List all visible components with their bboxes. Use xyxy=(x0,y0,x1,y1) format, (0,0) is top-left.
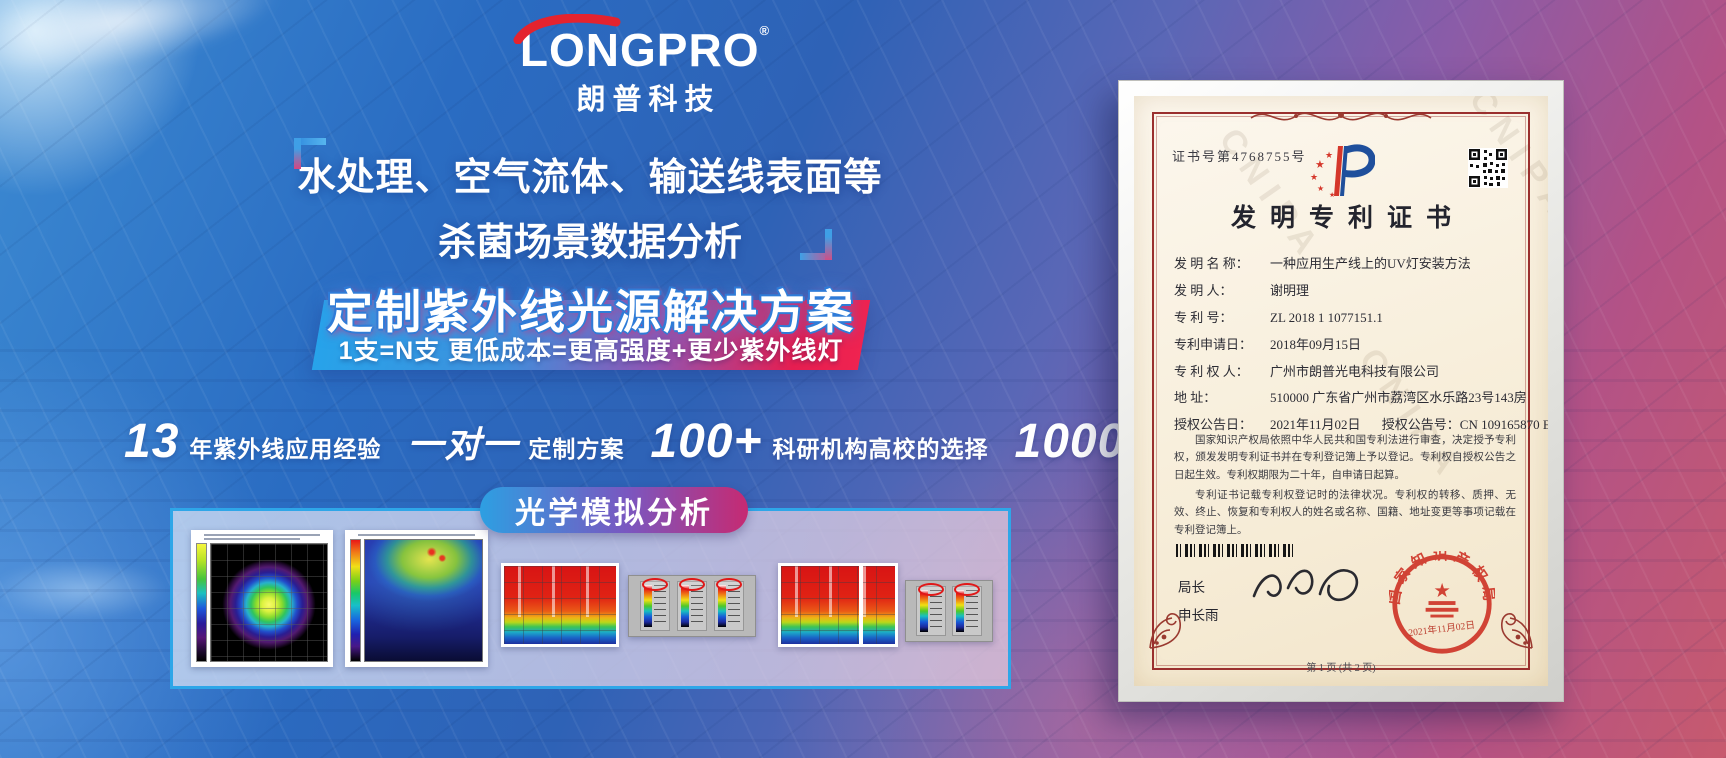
headline: 水处理、空气流体、输送线表面等 杀菌场景数据分析 xyxy=(290,138,890,266)
field-label: 发 明 名 称： xyxy=(1174,256,1249,271)
simulation-image-irradiance-noisy xyxy=(345,530,488,667)
official-red-seal: 国家知识产权局 ★ 2021年11月02日 xyxy=(1389,551,1492,654)
simulation-image-legend-panel-3 xyxy=(628,575,756,637)
stat-value: 13 xyxy=(124,415,180,468)
commissioner-block: 局长 申长雨 xyxy=(1178,574,1219,631)
cnipa-logo: ★ ★ ★ ★ ★ xyxy=(1310,144,1375,199)
field-label: 授权公告日： xyxy=(1174,417,1253,433)
colorbar xyxy=(350,539,361,662)
stat-value: 100+ xyxy=(650,415,763,468)
irradiance-plot xyxy=(210,543,328,662)
lens-flare xyxy=(0,0,286,94)
highlight-oval xyxy=(918,583,944,596)
colorbar-legend xyxy=(714,578,744,631)
field-value: 谢明理 xyxy=(1270,282,1310,298)
colorbar-legend xyxy=(677,578,707,631)
headline-line1: 水处理、空气流体、输送线表面等 xyxy=(297,157,883,199)
optical-simulation-tab: 光学模拟分析 xyxy=(480,487,748,533)
quote-bracket-top-left xyxy=(294,138,328,170)
irradiance-plot xyxy=(364,539,483,662)
field-label: 专 利 权 人： xyxy=(1174,363,1249,379)
top-flourish-ornament xyxy=(1250,112,1432,121)
patent-certificate-paper: CNIPA CNIPA CNIPA 证书号第4768755号 ★ ★ ★ ★ ★ xyxy=(1134,96,1548,686)
corner-flourish xyxy=(1501,613,1533,649)
svg-text:★: ★ xyxy=(1433,581,1450,602)
highlight-oval xyxy=(642,578,668,591)
micro-title-line xyxy=(204,534,320,536)
field-label: 地 址： xyxy=(1174,390,1217,406)
field-value: CN 109165870 B xyxy=(1459,417,1548,433)
colorbar-legend xyxy=(640,578,670,631)
ribbon-title: 定制紫外线光源解决方案 xyxy=(327,286,855,338)
micro-title-line xyxy=(204,538,300,540)
svg-text:★: ★ xyxy=(1317,184,1324,193)
heatmap-plot xyxy=(504,566,616,644)
colorbar xyxy=(196,543,207,662)
highlight-oval xyxy=(679,578,705,591)
field-label: 发 明 人： xyxy=(1174,282,1233,298)
certificate-title: 发明专利证书 xyxy=(1230,205,1465,232)
registered-mark: ® xyxy=(759,23,771,38)
field-value: ZL 2018 1 1077151.1 xyxy=(1270,309,1383,325)
qr-code xyxy=(1468,148,1508,188)
field-value: 广州市朗普光电科技有限公司 xyxy=(1270,363,1440,379)
certificate-legal-text: 国家知识产权局依照中华人民共和国专利法进行审查，决定授予专利权，颁发发明专利证书… xyxy=(1174,432,1516,542)
panel-divider xyxy=(858,566,863,644)
stat-one-to-one: 一对一 定制方案 xyxy=(407,416,624,468)
field-value: 一种应用生产线上的UV灯安装方法 xyxy=(1270,256,1471,271)
brand-name-cn: 朗普科技 xyxy=(576,84,721,117)
certificate-number: 证书号第4768755号 xyxy=(1172,149,1307,164)
patent-certificate-frame: CNIPA CNIPA CNIPA 证书号第4768755号 ★ ★ ★ ★ ★ xyxy=(1118,80,1564,702)
micro-title-line xyxy=(358,534,475,536)
colorbar-legend xyxy=(952,583,982,636)
highlight-oval xyxy=(716,578,742,591)
certificate-fields: 发 明 名 称： 一种应用生产线上的UV灯安装方法 发 明 人： 谢明理 专 利 号… xyxy=(1174,256,1548,444)
field-label: 专利申请日： xyxy=(1174,336,1253,352)
svg-text:★: ★ xyxy=(1310,172,1318,182)
stat-label: 年紫外线应用经验 xyxy=(189,436,382,462)
lens-flare xyxy=(0,560,170,620)
stat-institutions: 100+ 科研机构高校的选择 xyxy=(650,414,988,469)
simulation-image-heatmap-2 xyxy=(778,563,898,647)
heatmap-plot xyxy=(781,566,895,644)
barcode xyxy=(1176,544,1296,557)
field-label: 专 利 号： xyxy=(1174,309,1233,325)
legal-paragraph: 国家知识产权局依照中华人民共和国专利法进行审查，决定授予专利权，颁发发明专利证书… xyxy=(1174,435,1516,481)
svg-text:★: ★ xyxy=(1325,150,1333,160)
brand-name: LONGPRO xyxy=(519,24,760,76)
ribbon-subtitle: 1支=N支 更低成本=更高强度+更少紫外线灯 xyxy=(338,337,844,365)
solution-ribbon: 定制紫外线光源解决方案 1支=N支 更低成本=更高强度+更少紫外线灯 xyxy=(311,286,871,370)
stats-row: 13 年紫外线应用经验 一对一 定制方案 100+ 科研机构高校的选择 1000… xyxy=(124,414,1336,469)
logo-swoosh-icon xyxy=(513,14,621,44)
commissioner-name: 申长雨 xyxy=(1178,608,1219,624)
brand-logo-wordmark: LONGPRO® xyxy=(513,14,771,76)
commissioner-signature-graphic xyxy=(1252,569,1359,602)
stat-experience: 13 年紫外线应用经验 xyxy=(124,414,381,469)
headline-line2: 杀菌场景数据分析 xyxy=(437,222,742,264)
corner-flourish xyxy=(1149,613,1181,649)
field-value: 510000 广东省广州市荔湾区水乐路23号143房 xyxy=(1270,390,1527,406)
stat-value: 一对一 xyxy=(407,424,519,465)
optical-simulation-panel xyxy=(170,508,1011,689)
field-value: 2018年09月15日 xyxy=(1270,336,1362,352)
stat-label: 科研机构高校的选择 xyxy=(772,436,989,462)
simulation-image-legend-panel-2 xyxy=(905,580,993,642)
field-value: 2021年11月02日 xyxy=(1270,417,1361,433)
svg-text:★: ★ xyxy=(1329,191,1335,199)
quote-bracket-bottom-right xyxy=(798,228,832,260)
brand-logo: LONGPRO® 朗普科技 xyxy=(500,14,790,118)
colorbar-legend xyxy=(916,583,946,636)
commissioner-title: 局长 xyxy=(1178,580,1205,595)
simulation-image-heatmap-1 xyxy=(501,563,619,647)
stat-label: 定制方案 xyxy=(528,436,625,462)
field-label: 授权公告号： xyxy=(1381,417,1460,433)
simulation-image-irradiance-round xyxy=(191,530,333,667)
legal-paragraph: 专利证书记载专利权登记时的法律状况。专利权的转移、质押、无效、终止、恢复和专利权… xyxy=(1174,489,1516,536)
highlight-oval xyxy=(954,583,980,596)
page-number: 第 1 页 (共 2 页) xyxy=(1306,663,1376,674)
svg-text:★: ★ xyxy=(1315,159,1325,171)
